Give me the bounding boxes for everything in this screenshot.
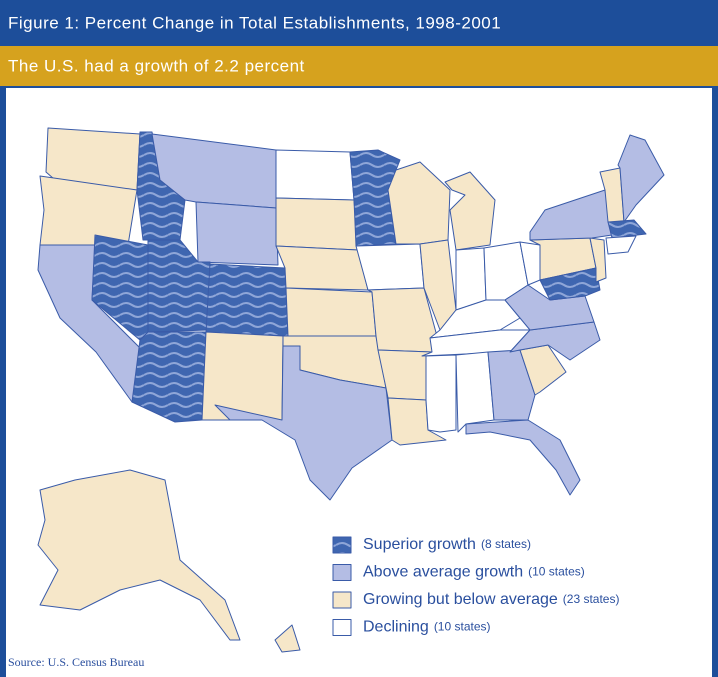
- legend-text: Growing but below average: [363, 591, 558, 608]
- title: Figure 1: Percent Change in Total Establ…: [8, 13, 501, 32]
- legend-label: Above average growth (10 states): [363, 564, 585, 581]
- state: [355, 243, 425, 291]
- state: [275, 149, 355, 201]
- state: [465, 419, 581, 496]
- legend-text: Above average growth: [363, 564, 523, 581]
- legend-label: Growing but below average (23 states): [363, 591, 619, 608]
- state: [607, 219, 647, 239]
- legend-swatch: [332, 536, 352, 554]
- state: [425, 354, 457, 433]
- legend: Superior growth (8 states) Above average g…: [332, 536, 619, 636]
- legend-swatch: [332, 564, 352, 581]
- state: [617, 134, 665, 223]
- state: [205, 263, 289, 337]
- subtitle: The U.S. had a growth of 2.2 percent: [8, 56, 305, 75]
- state: [195, 201, 279, 266]
- legend-count: (10 states): [528, 565, 585, 579]
- legend-swatch: [332, 591, 352, 609]
- map: [37, 127, 665, 653]
- legend-swatch: [332, 619, 352, 636]
- state: [37, 469, 241, 641]
- legend-text: Superior growth: [363, 536, 476, 553]
- state: [455, 247, 487, 311]
- legend-count: (23 states): [563, 592, 620, 606]
- state: [605, 235, 637, 255]
- legend-label: Superior growth (8 states): [363, 536, 531, 553]
- legend-count: (10 states): [434, 620, 491, 634]
- legend-label: Declining (10 states): [363, 619, 491, 636]
- legend-count: (8 states): [481, 537, 531, 551]
- state: [589, 237, 607, 283]
- source: Source: U.S. Census Bureau: [8, 655, 144, 669]
- legend-text: Declining: [363, 619, 429, 636]
- state: [455, 351, 495, 433]
- subtitle-bar: [0, 46, 718, 86]
- state: [285, 287, 377, 337]
- state: [275, 245, 369, 291]
- title-bar: [0, 0, 718, 46]
- state: [274, 624, 301, 653]
- state: [214, 345, 393, 501]
- state: [504, 284, 595, 331]
- state: [275, 197, 359, 251]
- state: [539, 267, 601, 301]
